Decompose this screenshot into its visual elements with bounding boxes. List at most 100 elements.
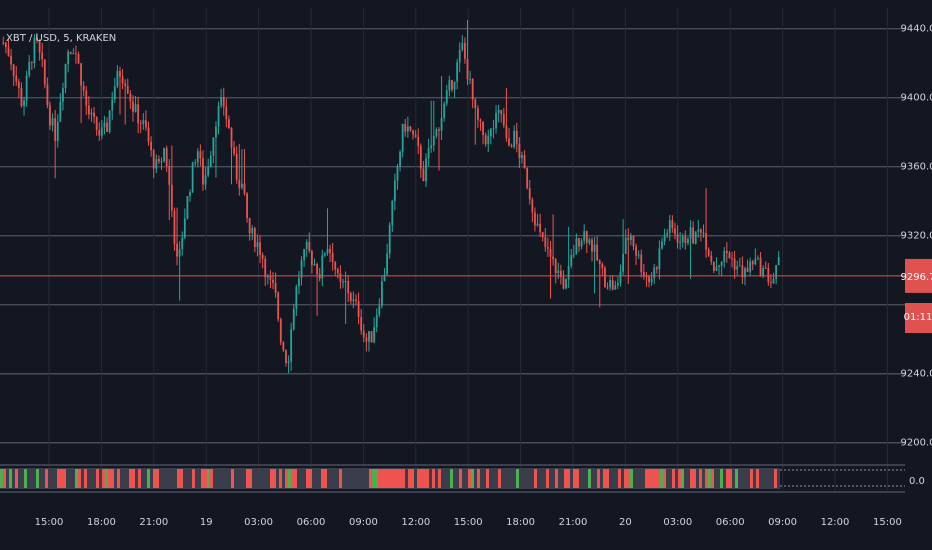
candle-body (183, 218, 186, 238)
candle-body (414, 134, 417, 137)
candle-body (681, 236, 684, 243)
indicator-bar (96, 469, 99, 488)
candle-body (697, 229, 700, 232)
candle-body (43, 59, 46, 85)
candle-body (471, 79, 474, 100)
candle-body (274, 282, 277, 293)
indicator-bar (108, 469, 111, 488)
candle-body (373, 327, 376, 343)
candle-body (692, 227, 695, 244)
candle-body (661, 241, 663, 249)
candle-body (521, 155, 523, 158)
indicator-bar (750, 469, 753, 488)
candle-body (497, 109, 500, 114)
indicator-bar (285, 469, 288, 488)
indicator-bar (117, 469, 120, 488)
candle-body (513, 130, 516, 147)
x-tick-label: 06:00 (297, 517, 326, 528)
candle-body (305, 241, 308, 249)
candle-body (15, 75, 18, 82)
candle-body (606, 287, 609, 289)
candle-body (458, 50, 461, 63)
indicator-bar (573, 469, 576, 488)
candle-body (554, 259, 557, 274)
indicator-bar (417, 469, 420, 488)
candle-body (365, 337, 368, 342)
candle-body (528, 188, 531, 200)
candle-body (489, 129, 492, 137)
candle-body (251, 228, 254, 234)
indicator-bar (75, 469, 78, 488)
indicator-bar (84, 469, 87, 488)
indicator-bar (708, 469, 711, 488)
candle-body (725, 250, 728, 254)
indicator-bar (735, 469, 738, 488)
candle-body (168, 165, 171, 185)
candle-body (370, 331, 373, 343)
candle-body (469, 79, 471, 81)
candle-body (56, 121, 59, 141)
candle-body (215, 126, 217, 138)
candle-body (202, 158, 204, 185)
candle-body (515, 130, 518, 144)
candle-body (67, 51, 70, 65)
candle-body (7, 47, 10, 56)
candle-body (438, 129, 440, 131)
candle-body (386, 253, 389, 275)
indicator-bar (705, 469, 708, 488)
indicator-bar (381, 469, 384, 488)
indicator-bar (567, 469, 570, 488)
indicator-bar (372, 469, 375, 488)
candle-body (4, 42, 7, 48)
indicator-bar (408, 469, 411, 488)
candle-body (230, 128, 233, 148)
candle-body (451, 80, 453, 90)
indicator-bar (57, 469, 60, 488)
candle-body (567, 265, 570, 280)
candle-body (129, 93, 132, 102)
candle-body (764, 267, 767, 269)
candle-body (435, 129, 438, 136)
indicator-bar (288, 469, 291, 488)
indicator-bar (651, 469, 654, 488)
indicator-bar (156, 469, 159, 488)
candle-body (308, 241, 311, 252)
candle-body (635, 246, 637, 256)
candle-body (601, 264, 604, 269)
candle-body (648, 276, 650, 283)
candle-body (552, 256, 554, 260)
candle-body (718, 265, 720, 267)
candle-body (508, 138, 510, 146)
candle-body (108, 110, 111, 132)
candle-body (510, 145, 513, 147)
candle-body (534, 212, 536, 226)
candle-body (710, 255, 713, 262)
candle-body (445, 90, 448, 104)
candle-body (181, 237, 184, 250)
candle-body (352, 299, 355, 302)
indicator-bar (153, 469, 156, 488)
indicator-bar (420, 469, 423, 488)
candle-body (331, 252, 334, 263)
candle-body (632, 236, 635, 247)
indicator-bar (309, 469, 312, 488)
candle-body (207, 166, 210, 176)
candle-body (191, 162, 194, 193)
candle-body (150, 141, 153, 151)
candle-body (767, 268, 770, 283)
candle-body (622, 253, 625, 272)
candle-body (684, 236, 687, 243)
indicator-bar (291, 469, 294, 488)
candle-body (69, 51, 72, 54)
candle-body (113, 86, 116, 100)
indicator-bar (231, 469, 234, 488)
y-tick-label: 9360.0 (901, 162, 932, 173)
x-tick-label: 15:00 (873, 517, 902, 528)
candle-body (687, 238, 689, 243)
indicator-bar (204, 469, 207, 488)
candle-body (707, 249, 710, 256)
candle-body (199, 151, 202, 159)
candle-body (487, 136, 490, 144)
candle-body (217, 105, 220, 127)
